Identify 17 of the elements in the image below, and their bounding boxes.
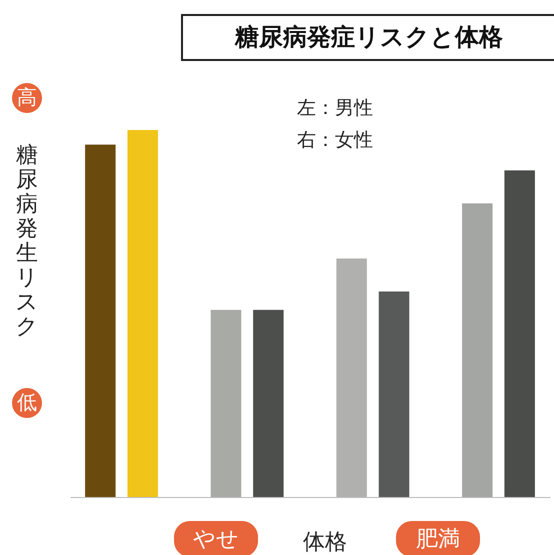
bar bbox=[462, 203, 493, 497]
text: 肥満 bbox=[416, 527, 460, 552]
bar bbox=[504, 170, 535, 497]
text: 低 bbox=[17, 390, 37, 414]
text: 左：男性 bbox=[297, 97, 373, 119]
text: やせ bbox=[193, 527, 239, 552]
bar bbox=[85, 144, 116, 497]
annotation: 右：女性 bbox=[297, 129, 373, 151]
bar bbox=[210, 310, 242, 497]
y-axis-title: 糖尿病発生リスク bbox=[16, 143, 38, 340]
bar bbox=[127, 130, 158, 497]
text: 高 bbox=[17, 85, 37, 109]
chart-title: 糖尿病発症リスクと体格 bbox=[234, 23, 504, 51]
x-axis-title: 体格 bbox=[303, 530, 347, 555]
bar bbox=[253, 310, 284, 497]
bar bbox=[336, 258, 367, 497]
bar bbox=[378, 291, 410, 497]
